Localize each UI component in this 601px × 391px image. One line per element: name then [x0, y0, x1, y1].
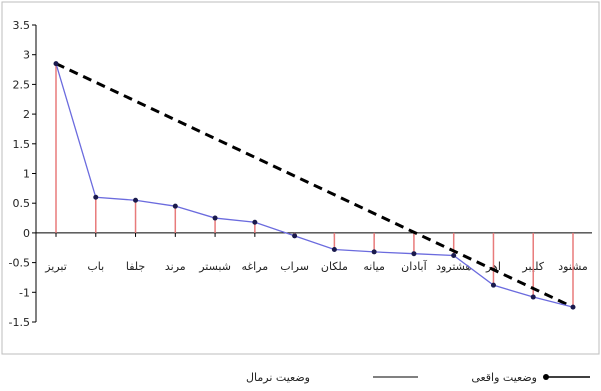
series-actual-point: [93, 194, 99, 200]
plot-frame: [1, 1, 600, 355]
x-tick-label: آبادان: [401, 259, 427, 273]
series-actual-point: [53, 61, 59, 67]
series-actual-point: [172, 203, 178, 209]
x-tick-label: شبستر: [198, 260, 231, 273]
y-tick-label: 3: [23, 49, 30, 62]
x-tick-label: جلفا: [126, 260, 145, 273]
y-tick-label: -1.5: [9, 316, 30, 329]
x-axis: تبریز باب جلفا مرند شبستر مراغه سراب ملکان میانه…: [36, 232, 592, 273]
y-tick-label: 2.5: [13, 78, 31, 91]
x-tick-label: سراب: [280, 260, 309, 273]
series-actual-point: [133, 197, 139, 203]
x-tick-label: میانه: [363, 260, 385, 273]
series-normal-line: [55, 62, 574, 309]
series-layer: [53, 61, 576, 310]
y-tick-label: 0.5: [13, 197, 31, 210]
legend-marker-actual: [543, 374, 549, 380]
y-tick-label: 3.5: [13, 19, 31, 32]
legend-label-normal: وضعیت نرمال: [246, 371, 310, 384]
x-tick-label: ملکان: [321, 260, 348, 273]
y-tick-label: 1: [23, 168, 30, 181]
y-tick-label: -0.5: [9, 257, 30, 270]
series-actual-line: [55, 63, 574, 308]
series-actual-point: [292, 233, 298, 239]
y-tick-label: 1.5: [13, 138, 31, 151]
y-tick-label: 0: [23, 227, 30, 240]
series-actual-point: [570, 304, 576, 310]
series-actual-point: [331, 247, 337, 253]
legend: وضعیت واقعی وضعیت نرمال: [246, 371, 590, 384]
y-tick-label: 2: [23, 108, 30, 121]
series-actual-point: [490, 282, 496, 288]
x-tick-label: هشترود: [436, 260, 471, 273]
x-tick-label: مرند: [165, 260, 186, 273]
x-tick-label: تبریز: [44, 260, 67, 273]
y-tick-label: -1: [19, 286, 30, 299]
series-actual-point: [371, 249, 377, 255]
x-tick-label: مراغه: [242, 260, 269, 273]
series-actual-point: [252, 219, 258, 225]
series-actual-point: [411, 251, 417, 257]
series-actual-point: [530, 294, 536, 300]
legend-label-actual: وضعیت واقعی: [471, 371, 537, 384]
series-actual-point: [451, 252, 457, 258]
series-actual-point: [212, 215, 218, 221]
y-axis: 3.5 3 2.5 2 1.5 1 0.5 0 -0.5 -1 -1.5: [9, 19, 37, 329]
x-tick-label: باب: [87, 260, 104, 273]
